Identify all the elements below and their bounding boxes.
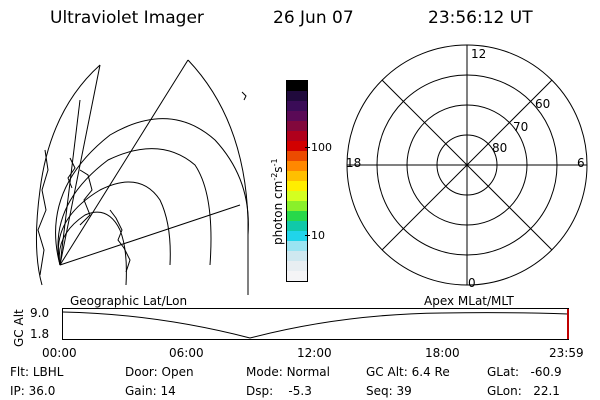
coastline-west <box>37 149 49 276</box>
color-bar-swatch <box>287 111 307 121</box>
gc-alt-axis-label: GC Alt <box>12 309 26 347</box>
gc-alt-ymin: 1.8 <box>30 327 50 341</box>
mlt-label-12: 12 <box>471 47 487 61</box>
status-door: Door: Open <box>125 365 194 379</box>
mlt-label-18: 18 <box>346 156 362 170</box>
color-bar-swatch <box>287 121 307 131</box>
color-bar <box>286 80 308 282</box>
geographic-map <box>35 59 249 295</box>
color-bar-swatch <box>287 181 307 191</box>
colorbar-tick-10: 10 <box>311 229 325 242</box>
altitude-curve <box>62 311 569 339</box>
color-bar-swatch <box>287 271 307 281</box>
altitude-strip-plot <box>62 308 569 340</box>
color-bar-swatch <box>287 81 307 91</box>
coastline-2 <box>79 169 93 226</box>
meridian-2 <box>59 64 101 266</box>
status-gc-alt: GC Alt: 6.4 Re <box>366 365 450 379</box>
colorbar-tickmark-10 <box>305 235 310 236</box>
time-tick-0000: 00:00 <box>42 346 77 360</box>
color-bar-swatch <box>287 261 307 271</box>
status-glon: GLon: 22.1 <box>487 384 560 398</box>
instrument-title: Ultraviolet Imager <box>50 8 204 28</box>
status-dsp: Dsp: -5.3 <box>246 384 312 398</box>
color-bar-swatch <box>287 141 307 151</box>
coastline-4 <box>67 157 76 189</box>
geo-map-label: Geographic Lat/Lon <box>70 294 188 308</box>
mlat-label-80: 80 <box>492 141 508 155</box>
status-filter: Flt: LBHL <box>10 365 64 379</box>
coastline-3 <box>109 209 131 273</box>
mlat-label-60: 60 <box>535 97 551 111</box>
mlat-label-70: 70 <box>513 120 529 134</box>
color-bar-swatch <box>287 131 307 141</box>
colorbar-label: photon cm-2s-1 <box>270 158 285 245</box>
color-bar-swatch <box>287 231 307 241</box>
polar-diagonal-2 <box>381 79 553 251</box>
coastline-speck <box>241 91 247 101</box>
gc-alt-ymax: 9.0 <box>30 306 50 320</box>
color-bar-swatch <box>287 211 307 221</box>
polar-plot <box>346 44 588 286</box>
color-bar-swatch <box>287 151 307 161</box>
status-mode: Mode: Normal <box>246 365 330 379</box>
status-ip: IP: 36.0 <box>10 384 56 398</box>
color-bar-swatch <box>287 221 307 231</box>
polar-plot-label: Apex MLat/MLT <box>424 294 514 308</box>
lat-arc-4 <box>58 211 127 286</box>
mlt-label-6: 6 <box>577 156 585 170</box>
color-bar-swatch <box>287 171 307 181</box>
time-tick-1200: 12:00 <box>297 346 332 360</box>
time-tick-0600: 06:00 <box>169 346 204 360</box>
color-bar-swatch <box>287 191 307 201</box>
status-gain: Gain: 14 <box>125 384 176 398</box>
colorbar-tick-100: 100 <box>311 141 332 154</box>
color-bar-gradient <box>287 81 307 281</box>
time-label: 23:56:12 UT <box>428 8 533 28</box>
limb-left <box>35 64 101 286</box>
color-bar-swatch <box>287 251 307 261</box>
lat-arc-3 <box>57 181 171 266</box>
status-seq: Seq: 39 <box>366 384 412 398</box>
time-tick-1800: 18:00 <box>425 346 460 360</box>
color-bar-swatch <box>287 201 307 211</box>
meridian-1 <box>59 59 189 266</box>
color-bar-swatch <box>287 101 307 111</box>
lat-arc-2 <box>57 148 212 266</box>
date-label: 26 Jun 07 <box>273 8 354 28</box>
color-bar-swatch <box>287 241 307 251</box>
colorbar-tickmark-100 <box>305 147 310 148</box>
meridian-3 <box>59 204 241 266</box>
color-bar-swatch <box>287 91 307 101</box>
status-glat: GLat: -60.9 <box>487 365 562 379</box>
lat-arc-outer <box>55 118 249 266</box>
mlt-label-0: 0 <box>468 276 476 290</box>
color-bar-swatch <box>287 161 307 171</box>
limb-right <box>187 59 249 295</box>
time-tick-2359: 23:59 <box>549 346 584 360</box>
